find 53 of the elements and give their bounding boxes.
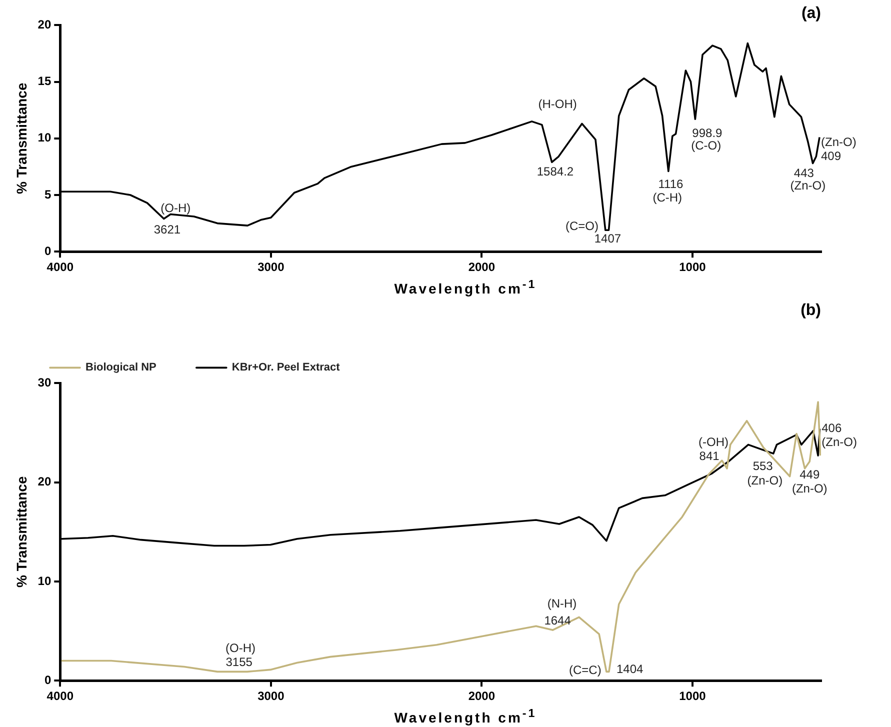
legend-label: Biological NP [86,361,156,374]
x-axis-title: Wavelength cm$^{-1}$ [393,278,538,297]
text: 409 [820,148,842,163]
y-tick-label: 20 [38,474,52,488]
annotation: 443 [794,166,814,180]
x-tick-label: 1000 [679,688,706,703]
x-tick-label: 3000 [258,260,285,274]
x-tick-label: 4000 [46,260,74,274]
x-tick-label: 2000 [468,260,496,274]
annotation: 1584.2 [536,164,574,179]
x-tick-label: 3000 [258,688,285,703]
y-tick-label: 0 [44,672,52,687]
y-axis-title: % Transmittance [13,476,30,588]
annotation: (Zn-O) [747,473,783,488]
annotation: (C-O) [691,138,722,153]
annotation: (O-H) [160,200,191,215]
y-tick-label: 15 [38,74,52,88]
text: 406 [822,420,842,435]
annotation: (-OH) [698,434,729,449]
x-tick-label: 1000 [679,260,706,274]
text: (Zn-O) [820,135,856,150]
y-tick-label: 10 [38,130,52,145]
annotation: (Zn-O) [790,178,826,192]
chart-title: (a) [801,5,821,22]
y-axis-title: % Transmittance [13,82,30,194]
y-tick-label: 5 [44,187,52,202]
annotation: 449 [800,467,820,482]
annotation: (C=C) [568,662,602,677]
annotation: 841 [699,448,720,463]
x-tick-label: 2000 [468,688,496,703]
chart-title: (b) [800,302,821,319]
x-tick-label: 4000 [46,688,74,703]
y-tick-label: 20 [38,18,52,32]
annotation: (N-H) [547,596,577,610]
annotation: 1404 [616,662,644,676]
annotation: (C=O) [565,219,598,234]
legend-label: KBr+Or. Peel Extract [232,361,340,374]
y-tick-label: 30 [38,375,52,390]
annotation: (O-H) [226,640,256,655]
annotation: 553 [752,458,774,472]
annotation: 998.9 [692,126,723,140]
annotation: 3621 [154,222,181,236]
annotation: (Zn-O) [792,481,828,496]
annotation: (H-OH) [538,96,577,111]
annotation: 1116 [658,177,684,192]
annotation: 3155 [226,654,253,669]
y-tick-label: 0 [44,244,52,258]
annotation: 1407 [594,231,622,246]
annotation: (C-H) [652,190,682,205]
annotation: 1644 [544,613,572,628]
y-tick-label: 10 [38,573,52,588]
text: (Zn-O) [822,434,857,449]
x-axis-title: Wavelength cm$^{-1}$ [393,706,538,726]
